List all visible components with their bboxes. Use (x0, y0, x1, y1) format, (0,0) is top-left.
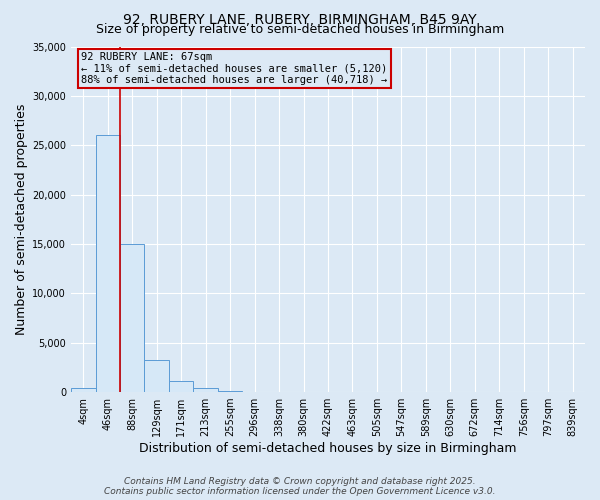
Bar (120, 244, 145, 392)
Y-axis label: Number of semi-detached properties: Number of semi-detached properties (15, 104, 28, 335)
Bar (193, 388, 218, 392)
Text: Contains HM Land Registry data © Crown copyright and database right 2025.
Contai: Contains HM Land Registry data © Crown c… (104, 476, 496, 496)
Text: 92 RUBERY LANE: 67sqm
← 11% of semi-detached houses are smaller (5,120)
88% of s: 92 RUBERY LANE: 67sqm ← 11% of semi-deta… (82, 52, 388, 85)
Bar (218, 390, 242, 392)
Bar (145, 360, 169, 392)
Bar (71, 388, 95, 392)
Bar (169, 381, 193, 392)
Text: 92, RUBERY LANE, RUBERY, BIRMINGHAM, B45 9AY: 92, RUBERY LANE, RUBERY, BIRMINGHAM, B45… (123, 12, 477, 26)
Text: Size of property relative to semi-detached houses in Birmingham: Size of property relative to semi-detach… (96, 22, 504, 36)
X-axis label: Distribution of semi-detached houses by size in Birmingham: Distribution of semi-detached houses by … (139, 442, 517, 455)
Bar (95, 136, 120, 392)
